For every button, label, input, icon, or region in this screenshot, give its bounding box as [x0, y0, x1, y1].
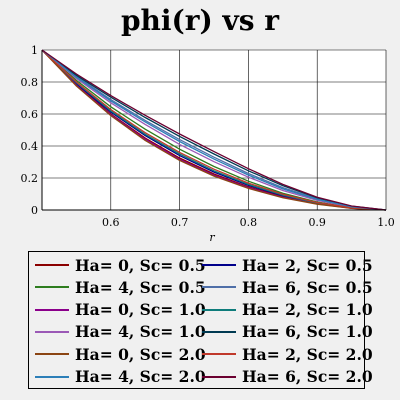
series-line-8	[41, 49, 387, 211]
legend-swatch	[35, 264, 69, 266]
x-axis-label: r	[209, 231, 215, 244]
legend-item: Ha= 6, Sc= 1.0	[202, 321, 373, 343]
legend-item: Ha= 4, Sc= 1.0	[35, 321, 206, 343]
legend-item: Ha= 4, Sc= 0.5	[35, 276, 206, 298]
x-tick-label: 0.8	[240, 216, 258, 229]
legend-label: Ha= 6, Sc= 2.0	[242, 367, 373, 386]
grid-lines	[42, 49, 387, 211]
series-line-11	[41, 49, 387, 211]
legend-label: Ha= 6, Sc= 1.0	[242, 322, 373, 342]
series-line-10	[41, 49, 387, 211]
legend-item: Ha= 4, Sc= 2.0	[35, 366, 206, 388]
tick-labels: 0.6 0.7 0.8 0.9 1.0 0 0.2 0.4 0.6 0.8 1	[21, 44, 395, 229]
x-tick-label: 1.0	[377, 216, 395, 229]
y-tick-label: 0.4	[21, 140, 39, 153]
series-lines	[41, 49, 387, 211]
legend-item: Ha= 2, Sc= 0.5	[202, 254, 373, 276]
legend-label: Ha= 0, Sc= 1.0	[75, 300, 206, 320]
y-tick-label: 0.6	[21, 108, 39, 121]
y-tick-label: 0	[31, 204, 38, 217]
legend-item: Ha= 6, Sc= 0.5	[202, 276, 373, 298]
x-tick-label: 0.7	[171, 216, 189, 229]
legend-label: Ha= 4, Sc= 2.0	[75, 367, 206, 386]
legend-swatch	[35, 375, 69, 378]
legend-label: Ha= 0, Sc= 0.5	[75, 255, 206, 275]
y-tick-label: 1	[31, 44, 38, 57]
legend-label: Ha= 6, Sc= 0.5	[242, 277, 373, 297]
legend-swatch	[35, 353, 69, 356]
legend-swatch	[202, 353, 236, 356]
legend-swatch	[202, 308, 236, 311]
plot-area	[42, 50, 386, 210]
y-tick-label: 0.2	[21, 172, 39, 185]
legend-item: Ha= 0, Sc= 2.0	[35, 343, 206, 365]
chart-title: phi(r) vs r	[120, 4, 280, 37]
legend: Ha= 0, Sc= 0.5 Ha= 2, Sc= 0.5 Ha= 4, Sc= 0…	[28, 251, 373, 389]
y-tick-label: 0.8	[21, 76, 39, 89]
legend-label: Ha= 4, Sc= 0.5	[75, 277, 206, 297]
legend-item: Ha= 2, Sc= 2.0	[202, 343, 373, 365]
legend-swatch	[35, 308, 69, 311]
legend-label: Ha= 2, Sc= 0.5	[242, 255, 373, 275]
legend-item: Ha= 6, Sc= 2.0	[202, 366, 373, 388]
legend-swatch	[202, 375, 236, 378]
axes	[41, 50, 386, 211]
legend-item: Ha= 0, Sc= 1.0	[35, 299, 206, 321]
legend-label: Ha= 0, Sc= 2.0	[75, 344, 206, 364]
legend-item: Ha= 0, Sc= 0.5	[35, 254, 206, 276]
legend-swatch	[202, 264, 236, 266]
legend-item: Ha= 2, Sc= 1.0	[202, 299, 373, 321]
legend-label: Ha= 2, Sc= 1.0	[242, 300, 373, 320]
x-tick-label: 0.9	[308, 216, 326, 229]
x-tick-label: 0.6	[102, 216, 120, 229]
legend-swatch	[202, 286, 236, 289]
legend-label: Ha= 2, Sc= 2.0	[242, 344, 373, 364]
legend-swatch	[35, 286, 69, 289]
series-line-6	[41, 49, 387, 211]
legend-swatch	[35, 330, 69, 333]
chart-plot: 0.6 0.7 0.8 0.9 1.0 0 0.2 0.4 0.6 0.8 1 r	[21, 44, 395, 244]
legend-swatch	[202, 330, 236, 333]
series-line-9	[41, 49, 387, 211]
legend-label: Ha= 4, Sc= 1.0	[75, 322, 206, 342]
